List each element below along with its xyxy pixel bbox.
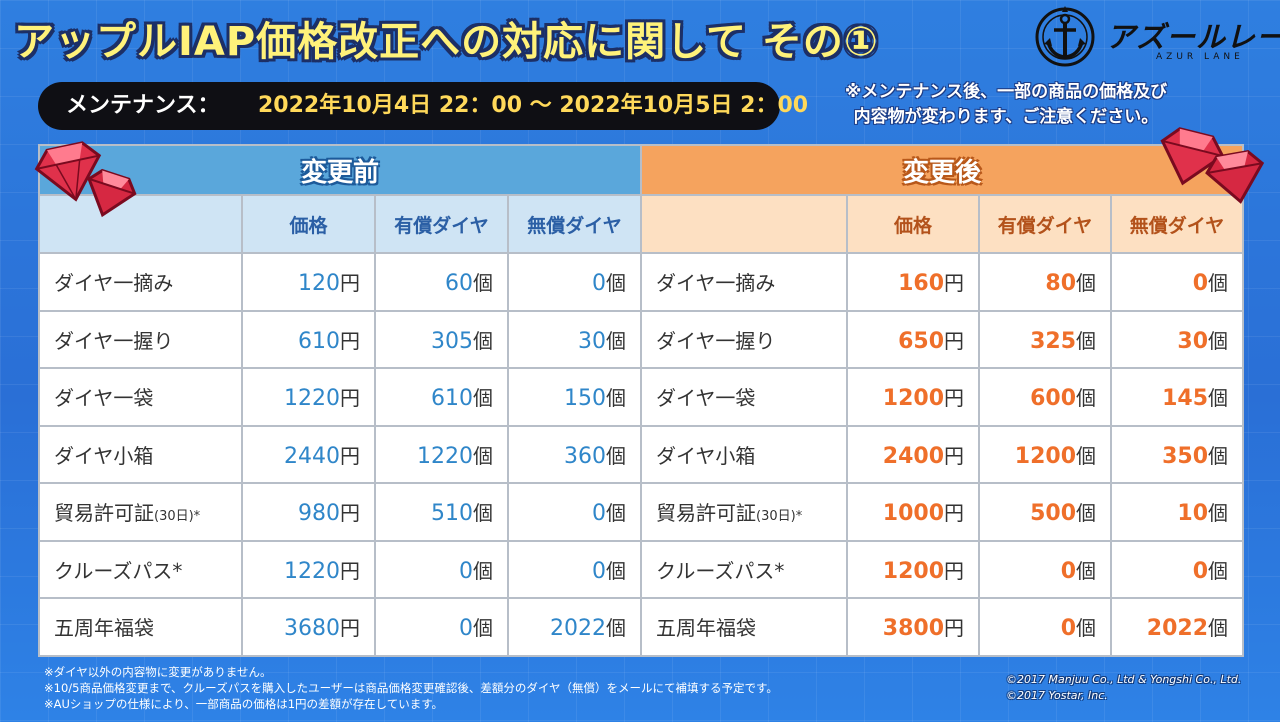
copyright: ©2017 Manjuu Co., Ltd & Yongshi Co., Ltd… — [1006, 672, 1241, 704]
after-price: 160円 — [846, 252, 981, 312]
before-paid-gems: 1220個 — [374, 424, 509, 484]
maintenance-period: 2022年10月4日 22：00 ～ 2022年10月5日 2：00 — [258, 93, 809, 118]
before-price: 980円 — [241, 482, 376, 542]
after-paid-gems: 0個 — [978, 539, 1113, 599]
table-row: 五周年福袋 3680円 0個 2022個 五周年福袋 3800円 0個 2022… — [38, 597, 1245, 657]
maintenance-banner: メンテナンス： 2022年10月4日 22：00 ～ 2022年10月5日 2：… — [38, 82, 808, 130]
item-name: 五周年福袋 — [640, 597, 849, 657]
before-free-gems: 30個 — [506, 309, 643, 369]
after-price-header: 価格 — [846, 194, 981, 254]
after-header: 変更後 — [640, 144, 1245, 196]
item-name: ダイヤ一摘み — [38, 252, 243, 312]
after-free-gem-header: 無償ダイヤ — [1110, 194, 1245, 254]
table-row: ダイヤ一摘み 120円 60個 0個 ダイヤ一摘み 160円 80個 0個 — [38, 252, 1245, 312]
item-name: 貿易許可証(30日)* — [38, 482, 243, 542]
page-title: アップルIAP価格改正への対応に関して その① — [14, 19, 879, 65]
after-paid-gems: 325個 — [978, 309, 1113, 369]
before-paid-gems: 60個 — [374, 252, 509, 312]
table-row: 貿易許可証(30日)* 980円 510個 0個 貿易許可証(30日)* 100… — [38, 482, 1245, 542]
red-diamond-icon — [1160, 127, 1265, 204]
after-item-header — [640, 194, 849, 254]
after-free-gems: 350個 — [1110, 424, 1245, 484]
copyright-line: ©2017 Manjuu Co., Ltd & Yongshi Co., Ltd… — [1006, 673, 1242, 686]
table-row: ダイヤ一袋 1220円 610個 150個 ダイヤ一袋 1200円 600個 1… — [38, 367, 1245, 427]
after-price: 3800円 — [846, 597, 981, 657]
anchor-emblem-icon — [1035, 6, 1095, 67]
copyright-line: ©2017 Yostar, Inc. — [1006, 689, 1108, 702]
notice-line: ※メンテナンス後、一部の商品の価格及び — [844, 82, 1168, 102]
after-price: 650円 — [846, 309, 981, 369]
item-name: 貿易許可証(30日)* — [640, 482, 849, 542]
after-paid-gems: 80個 — [978, 252, 1113, 312]
after-price: 1200円 — [846, 367, 981, 427]
after-free-gems: 0個 — [1110, 539, 1245, 599]
azur-lane-logo: アズールレーン AZUR LANE — [1032, 4, 1280, 68]
after-price: 2400円 — [846, 424, 981, 484]
after-free-gems: 10個 — [1110, 482, 1245, 542]
before-price-header: 価格 — [241, 194, 376, 254]
after-paid-gems: 600個 — [978, 367, 1113, 427]
before-paid-gems: 510個 — [374, 482, 509, 542]
after-free-gems: 30個 — [1110, 309, 1245, 369]
maintenance-label: メンテナンス： — [66, 93, 220, 118]
after-price: 1000円 — [846, 482, 981, 542]
after-free-gems: 0個 — [1110, 252, 1245, 312]
item-name: ダイヤ一袋 — [640, 367, 849, 427]
red-diamond-icon — [34, 141, 137, 218]
table-row: ダイヤ一握り 610円 305個 30個 ダイヤ一握り 650円 325個 30… — [38, 309, 1245, 369]
after-free-gems: 145個 — [1110, 367, 1245, 427]
price-comparison-table: 変更前 変更後 価格 有償ダイヤ 無償ダイヤ 価格 有償ダイヤ 無償ダイヤ ダイ… — [37, 144, 1245, 657]
item-name: ダイヤ小箱 — [38, 424, 243, 484]
before-price: 120円 — [241, 252, 376, 312]
footnote: ※ダイヤ以外の内容物に変更がありません。 — [44, 665, 272, 679]
before-paid-gems: 305個 — [374, 309, 509, 369]
after-paid-gem-header: 有償ダイヤ — [978, 194, 1113, 254]
item-name: ダイヤ一袋 — [38, 367, 243, 427]
before-paid-gems: 0個 — [374, 597, 509, 657]
before-free-gem-header: 無償ダイヤ — [506, 194, 643, 254]
table-row: クルーズパス* 1220円 0個 0個 クルーズパス* 1200円 0個 0個 — [38, 539, 1245, 599]
before-paid-gems: 610個 — [374, 367, 509, 427]
before-price: 1220円 — [241, 367, 376, 427]
before-paid-gem-header: 有償ダイヤ — [374, 194, 509, 254]
before-item-header — [38, 194, 243, 254]
item-name: ダイヤ一握り — [640, 309, 849, 369]
item-name: ダイヤ一摘み — [640, 252, 849, 312]
before-paid-gems: 0個 — [374, 539, 509, 599]
after-paid-gems: 1200個 — [978, 424, 1113, 484]
footnote: ※AUショップの仕様により、一部商品の価格は1円の差額が存在しています。 — [44, 697, 444, 711]
before-price: 1220円 — [241, 539, 376, 599]
before-price: 610円 — [241, 309, 376, 369]
before-free-gems: 0個 — [506, 482, 643, 542]
before-free-gems: 2022個 — [506, 597, 643, 657]
maintenance-notice: ※メンテナンス後、一部の商品の価格及び 内容物が変わります、ご注意ください。 — [796, 80, 1216, 130]
after-paid-gems: 0個 — [978, 597, 1113, 657]
before-free-gems: 0個 — [506, 252, 643, 312]
table-row: ダイヤ小箱 2440円 1220個 360個 ダイヤ小箱 2400円 1200個… — [38, 424, 1245, 484]
before-price: 2440円 — [241, 424, 376, 484]
before-free-gems: 150個 — [506, 367, 643, 427]
item-name: ダイヤ小箱 — [640, 424, 849, 484]
logo-subtitle: AZUR LANE — [1156, 52, 1244, 62]
before-price: 3680円 — [241, 597, 376, 657]
footnote: ※10/5商品価格変更まで、クルーズパスを購入したユーザーは商品価格変更確認後、… — [44, 681, 778, 695]
after-free-gems: 2022個 — [1110, 597, 1245, 657]
footnotes: ※ダイヤ以外の内容物に変更がありません。 ※10/5商品価格変更まで、クルーズパ… — [44, 664, 778, 712]
after-paid-gems: 500個 — [978, 482, 1113, 542]
before-free-gems: 360個 — [506, 424, 643, 484]
before-free-gems: 0個 — [506, 539, 643, 599]
item-name: クルーズパス* — [640, 539, 849, 599]
item-name: クルーズパス* — [38, 539, 243, 599]
after-price: 1200円 — [846, 539, 981, 599]
item-name: 五周年福袋 — [38, 597, 243, 657]
notice-line: 内容物が変わります、ご注意ください。 — [853, 107, 1159, 127]
before-header: 変更前 — [37, 144, 643, 196]
logo-wordmark: アズールレーン — [1106, 20, 1280, 54]
item-name: ダイヤ一握り — [38, 309, 243, 369]
